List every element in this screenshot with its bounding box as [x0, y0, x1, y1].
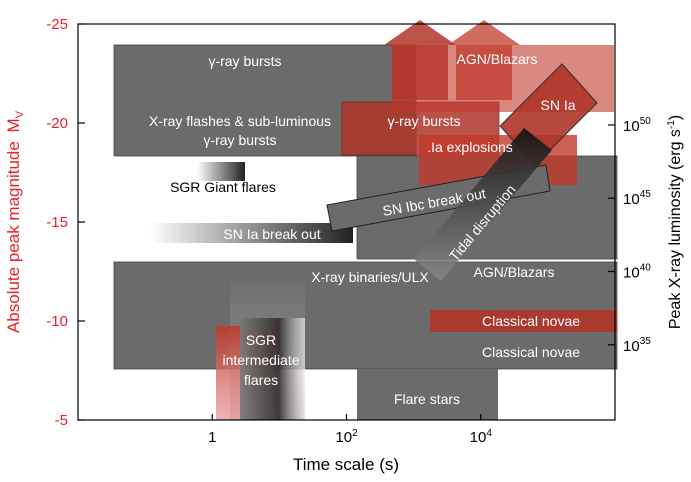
y-left-tick-label-3: -10	[46, 313, 68, 330]
label-sn-ia: SN Ia	[540, 97, 575, 113]
label-xrf-line1: X-ray flashes & sub-luminous	[149, 113, 331, 129]
label-sgr-line1: SGR	[246, 332, 276, 348]
y-left-tick-label-1: -20	[46, 115, 68, 132]
y-left-tick-label-4: -5	[55, 412, 68, 429]
label-ia-explosions: .Ia explosions	[427, 139, 513, 155]
x-tick-label-0: 1	[208, 429, 216, 446]
axes-layer: 1 102 104 -25 -20 -15 -10 -5 1050 1045 1040 1035	[46, 16, 651, 446]
y-axis-left-title-m: M	[4, 118, 23, 132]
region-sgr-giant	[197, 162, 245, 181]
y-axis-left-title: Absolute peak magnitude MV	[4, 110, 26, 333]
label-grb-xray: γ-ray bursts	[208, 53, 281, 69]
label-classical-novae-optical: Classical novae	[482, 313, 580, 329]
y-axis-left-title-sub: V	[14, 110, 26, 118]
region-tidal-disruption	[414, 128, 552, 281]
svg-text:Absolute peak magnitude: Absolute peak magnitude MV	[4, 110, 26, 333]
region-flare-stars	[357, 369, 498, 420]
region-sn-ia-breakout	[150, 223, 353, 243]
label-sgr-giant: SGR Giant flares	[170, 179, 276, 195]
label-xrf-line2: γ-ray bursts	[203, 132, 276, 148]
y-right-tick-label-1: 1045	[623, 189, 651, 208]
label-grb-optical: γ-ray bursts	[387, 113, 460, 129]
y-axis-right-title-close: )	[667, 115, 684, 120]
x-tick-label-1: 102	[335, 428, 358, 446]
y-left-tick-label-2: -15	[46, 214, 68, 231]
label-classical-novae-xray: Classical novae	[482, 344, 580, 360]
label-sn-ia-breakout: SN Ia break out	[223, 226, 320, 242]
y-axis-left-title-main: Absolute peak magnitude	[4, 141, 23, 333]
label-agn-xray: AGN/Blazars	[474, 264, 555, 280]
label-sgr-line2: intermediate	[222, 352, 299, 368]
y-axis-right-title: Peak X-ray luminosity (erg s-1)	[666, 115, 684, 329]
label-agn-optical: AGN/Blazars	[457, 51, 538, 67]
label-flare-stars: Flare stars	[394, 391, 460, 407]
label-xrb: X-ray binaries/ULX	[311, 269, 429, 285]
y-axis-right-title-sup: -1	[666, 120, 677, 129]
y-right-tick-label-3: 1035	[623, 336, 651, 355]
y-axis-right-title-main: Peak X-ray luminosity (erg s	[667, 129, 684, 329]
x-tick-label-2: 104	[470, 428, 493, 446]
x-axis-title: Time scale (s)	[293, 455, 399, 474]
region-sgr-xray	[240, 318, 305, 420]
region-classical-novae-optical	[430, 310, 617, 332]
y-right-tick-label-0: 1050	[623, 116, 651, 135]
y-left-tick-label-0: -25	[46, 16, 68, 33]
svg-text:Peak X-ray luminosity (erg s-1: Peak X-ray luminosity (erg s-1)	[666, 115, 684, 329]
label-sgr-line3: flares	[244, 372, 278, 388]
regions-layer	[113, 20, 618, 420]
y-right-tick-label-2: 1040	[623, 263, 651, 282]
